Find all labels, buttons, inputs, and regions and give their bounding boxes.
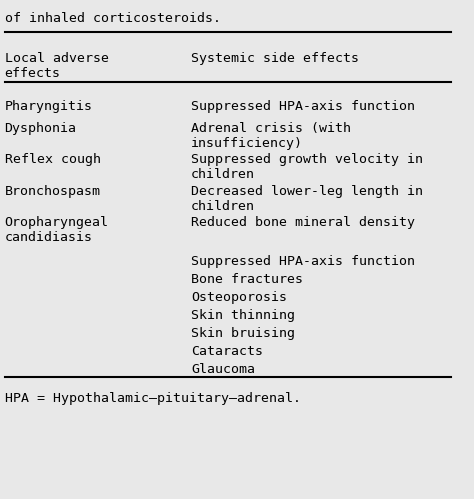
Text: Bone fractures: Bone fractures bbox=[191, 273, 303, 286]
Text: Osteoporosis: Osteoporosis bbox=[191, 291, 287, 304]
Text: Suppressed HPA-axis function: Suppressed HPA-axis function bbox=[191, 255, 415, 268]
Text: of inhaled corticosteroids.: of inhaled corticosteroids. bbox=[5, 12, 220, 25]
Text: Reduced bone mineral density: Reduced bone mineral density bbox=[191, 216, 415, 229]
Text: HPA = Hypothalamic–pituitary–adrenal.: HPA = Hypothalamic–pituitary–adrenal. bbox=[5, 392, 301, 405]
Text: Suppressed HPA-axis function: Suppressed HPA-axis function bbox=[191, 100, 415, 113]
Text: Glaucoma: Glaucoma bbox=[191, 363, 255, 376]
Text: Suppressed growth velocity in
children: Suppressed growth velocity in children bbox=[191, 153, 423, 181]
Text: Decreased lower-leg length in
children: Decreased lower-leg length in children bbox=[191, 185, 423, 213]
Text: Skin thinning: Skin thinning bbox=[191, 309, 295, 322]
Text: Adrenal crisis (with
insufficiency): Adrenal crisis (with insufficiency) bbox=[191, 122, 351, 150]
Text: Skin bruising: Skin bruising bbox=[191, 327, 295, 340]
Text: Oropharyngeal
candidiasis: Oropharyngeal candidiasis bbox=[5, 216, 109, 244]
Text: Local adverse
effects: Local adverse effects bbox=[5, 52, 109, 80]
Text: Pharyngitis: Pharyngitis bbox=[5, 100, 92, 113]
Text: Reflex cough: Reflex cough bbox=[5, 153, 100, 166]
Text: Dysphonia: Dysphonia bbox=[5, 122, 76, 135]
Text: Bronchospasm: Bronchospasm bbox=[5, 185, 100, 198]
Text: Cataracts: Cataracts bbox=[191, 345, 263, 358]
Text: Systemic side effects: Systemic side effects bbox=[191, 52, 359, 65]
